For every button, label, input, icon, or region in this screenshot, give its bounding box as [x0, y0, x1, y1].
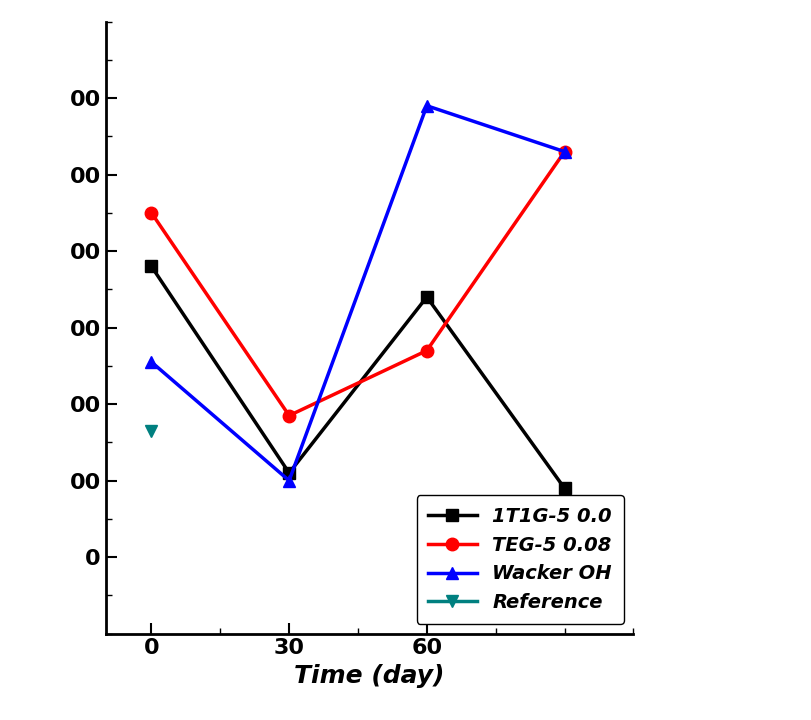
Line: TEG-5 0.08: TEG-5 0.08: [145, 145, 570, 422]
Wacker OH: [284, 477, 294, 485]
TEG-5 0.08: [284, 411, 294, 420]
Wacker OH: [422, 102, 431, 110]
1T1G-5 0.0: [422, 292, 431, 301]
TEG-5 0.08: [422, 346, 431, 355]
1T1G-5 0.0: [559, 484, 569, 492]
Legend: 1T1G-5 0.0, TEG-5 0.08, Wacker OH, Reference: 1T1G-5 0.0, TEG-5 0.08, Wacker OH, Refer…: [416, 495, 623, 624]
Wacker OH: [559, 148, 569, 156]
X-axis label: Time (day): Time (day): [294, 664, 444, 688]
TEG-5 0.08: [147, 209, 157, 217]
Line: Wacker OH: Wacker OH: [145, 99, 570, 487]
1T1G-5 0.0: [284, 469, 294, 477]
Line: 1T1G-5 0.0: 1T1G-5 0.0: [145, 260, 570, 495]
TEG-5 0.08: [559, 148, 569, 156]
Wacker OH: [147, 358, 157, 366]
1T1G-5 0.0: [147, 262, 157, 271]
